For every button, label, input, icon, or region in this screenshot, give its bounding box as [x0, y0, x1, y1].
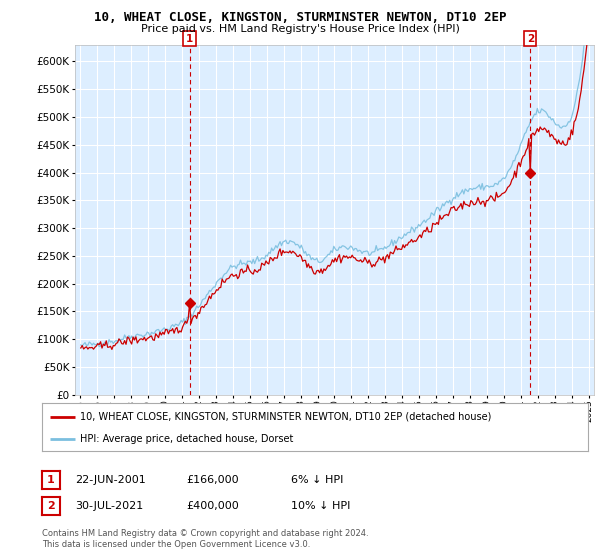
Text: £400,000: £400,000: [186, 501, 239, 511]
Text: 6% ↓ HPI: 6% ↓ HPI: [291, 475, 343, 485]
Text: 10, WHEAT CLOSE, KINGSTON, STURMINSTER NEWTON, DT10 2EP (detached house): 10, WHEAT CLOSE, KINGSTON, STURMINSTER N…: [80, 412, 491, 422]
Text: 22-JUN-2001: 22-JUN-2001: [75, 475, 146, 485]
Text: Contains HM Land Registry data © Crown copyright and database right 2024.
This d: Contains HM Land Registry data © Crown c…: [42, 529, 368, 549]
Text: 1: 1: [47, 475, 55, 485]
Text: 30-JUL-2021: 30-JUL-2021: [75, 501, 143, 511]
Text: 1: 1: [186, 34, 193, 44]
Text: 2: 2: [47, 501, 55, 511]
Text: HPI: Average price, detached house, Dorset: HPI: Average price, detached house, Dors…: [80, 434, 293, 444]
Text: 10% ↓ HPI: 10% ↓ HPI: [291, 501, 350, 511]
Text: 2: 2: [527, 34, 534, 44]
Text: 10, WHEAT CLOSE, KINGSTON, STURMINSTER NEWTON, DT10 2EP: 10, WHEAT CLOSE, KINGSTON, STURMINSTER N…: [94, 11, 506, 24]
Text: Price paid vs. HM Land Registry's House Price Index (HPI): Price paid vs. HM Land Registry's House …: [140, 24, 460, 34]
Text: £166,000: £166,000: [186, 475, 239, 485]
